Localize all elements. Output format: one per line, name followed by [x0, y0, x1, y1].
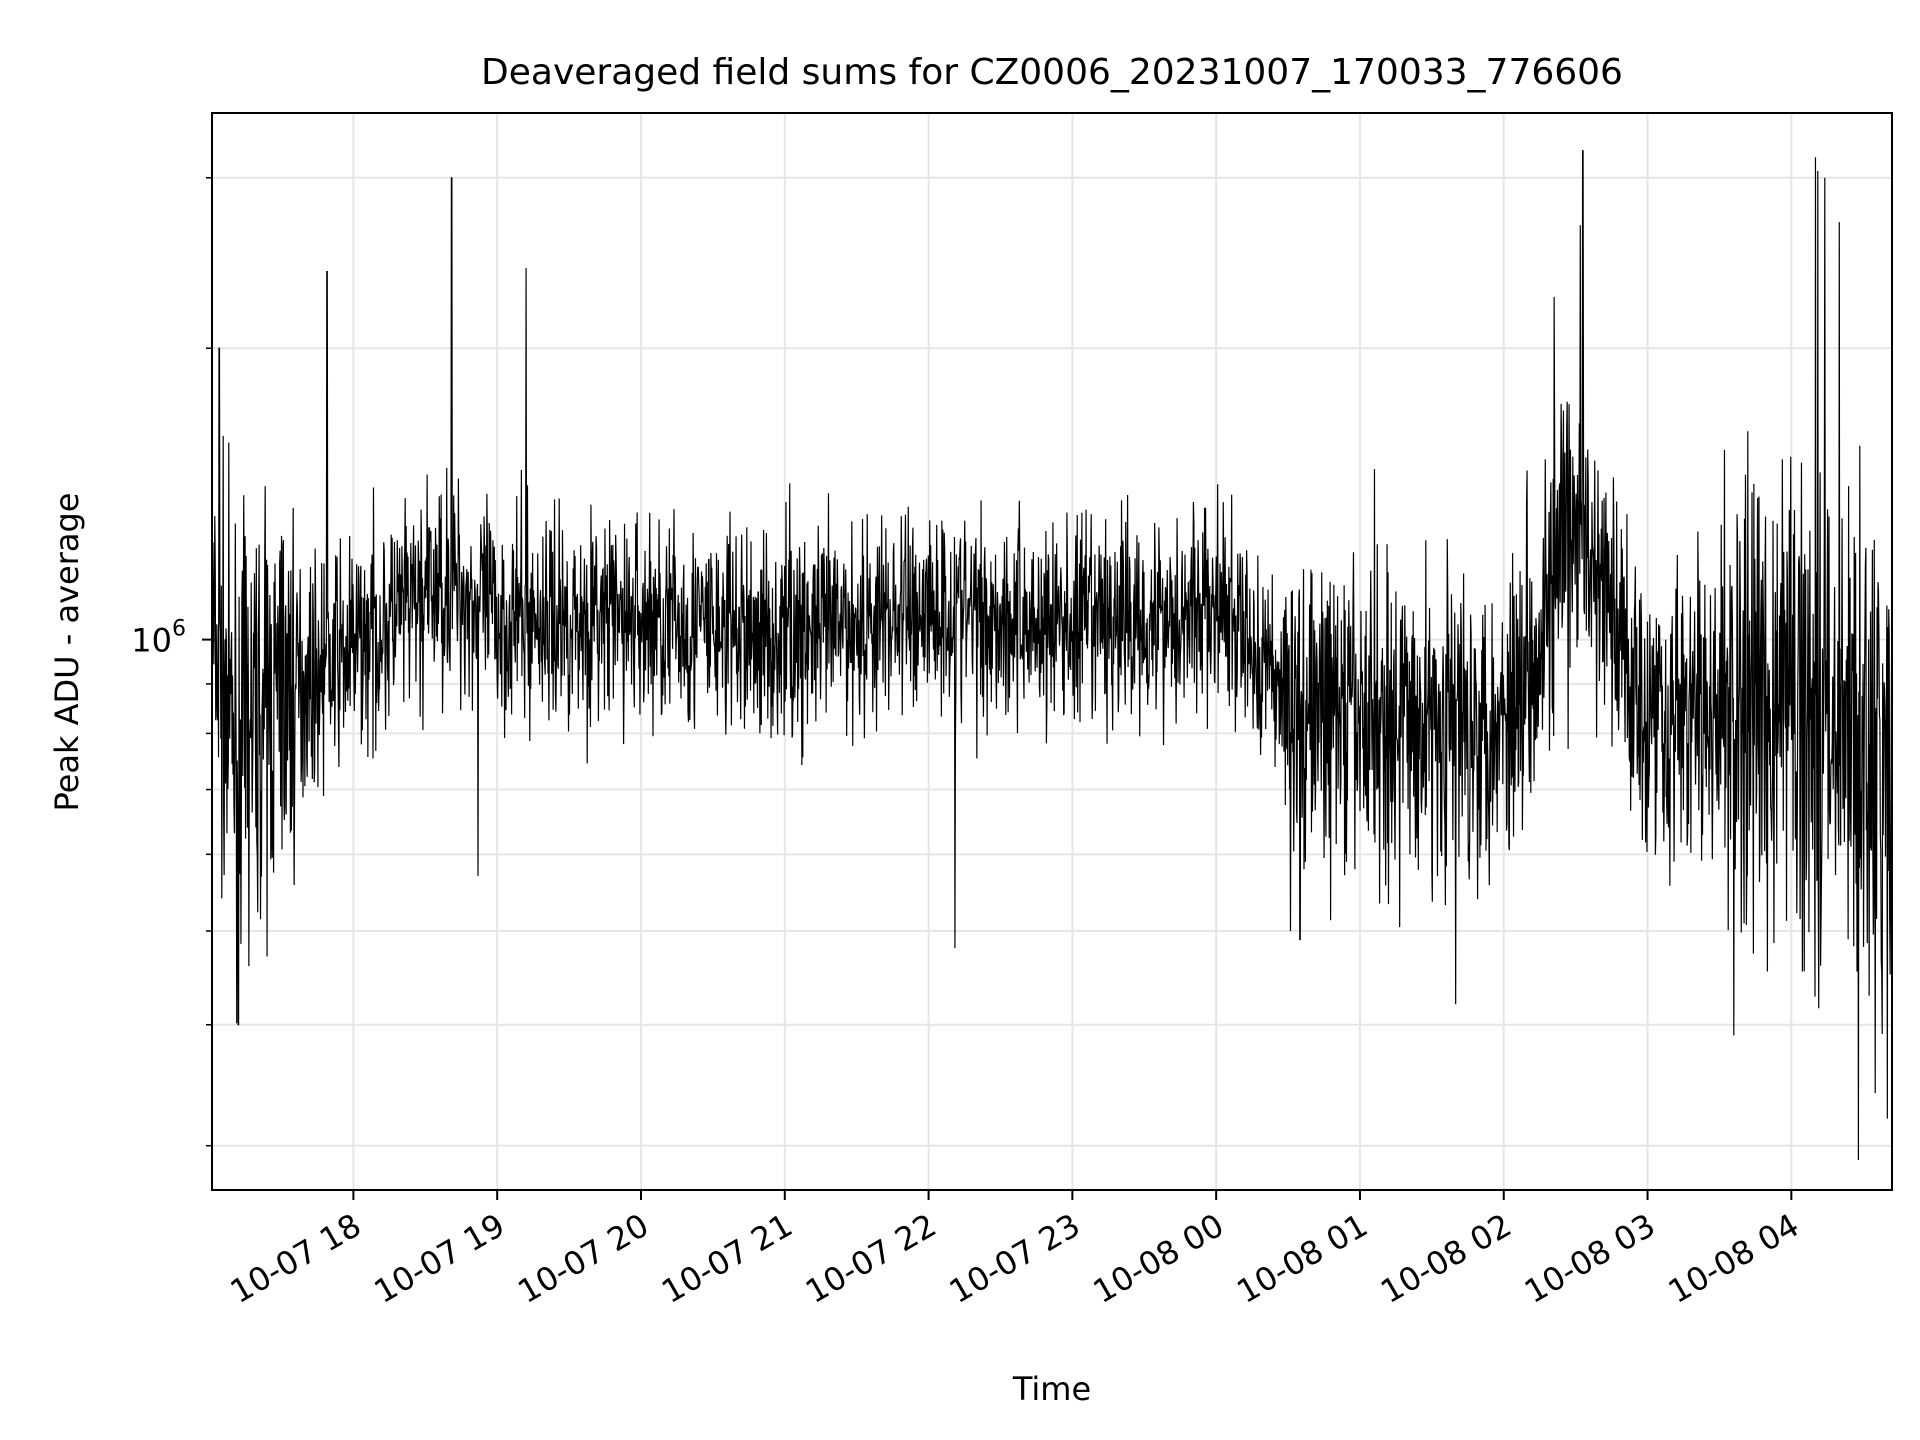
- chart-title: Deaveraged field sums for CZ0006_2023100…: [481, 52, 1623, 93]
- plot-frame: [211, 112, 1893, 1191]
- x-axis-label: Time: [1012, 1370, 1091, 1408]
- series-line-group: [211, 150, 1893, 1160]
- y-tick-label: 106: [131, 617, 186, 660]
- y-axis-ticks: 106: [131, 177, 212, 1147]
- series-line: [211, 150, 1893, 1160]
- y-axis-label: Peak ADU - average: [48, 493, 86, 812]
